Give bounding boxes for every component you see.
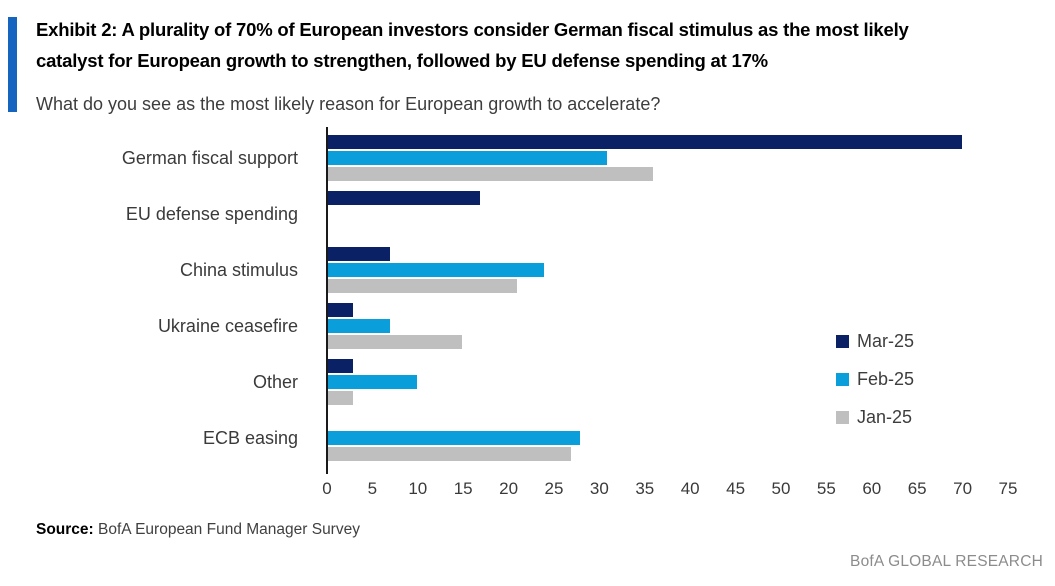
bar-feb-25-german-fiscal-support [327,150,609,166]
x-tick-5: 5 [367,479,378,498]
bar-jan-25-ecb-easing [327,446,573,462]
bar-jan-25-other [327,390,355,406]
bar-feb-25-ecb-easing [327,430,582,446]
source-text: BofA European Fund Manager Survey [93,521,360,538]
x-tick-35: 35 [635,479,655,498]
bar-jan-25-ukraine-ceasefire [327,334,464,350]
category-label-china-stimulus: China stimulus [179,260,298,280]
plot-area [327,128,1008,470]
x-tick-15: 15 [453,479,473,498]
bofa-global-research-label: BofA GLOBAL RESEARCH [850,553,1043,570]
bar-feb-25-ukraine-ceasefire [327,318,391,334]
legend: Mar-25 Feb-25 Jan-25 [836,329,914,443]
bar-jan-25-german-fiscal-support [327,166,654,182]
bar-mar-25-other [327,358,355,374]
category-label-ecb-easing: ECB easing [202,428,298,448]
legend-swatch-feb-25 [836,373,849,386]
x-tick-75: 75 [998,479,1018,498]
category-label-eu-defense-spending: EU defense spending [125,204,298,224]
legend-item-mar-25: Mar-25 [836,329,914,354]
exhibit-title-line-2: catalyst for European growth to strength… [36,50,768,71]
x-tick-30: 30 [589,479,609,498]
legend-label-mar-25: Mar-25 [857,331,915,351]
x-tick-0: 0 [322,479,332,498]
exhibit-title: Exhibit 2: A plurality of 70% of Europea… [36,14,1036,76]
category-label-other: Other [252,372,298,392]
bar-mar-25-china-stimulus [327,246,391,262]
legend-swatch-jan-25 [836,411,849,424]
category-label-ukraine-ceasefire: Ukraine ceasefire [157,316,298,336]
legend-swatch-mar-25 [836,335,849,348]
bar-feb-25-china-stimulus [327,262,545,278]
source-note: Source: BofA European Fund Manager Surve… [36,521,360,539]
legend-item-jan-25: Jan-25 [836,405,914,430]
x-axis-tick-labels: 0 5 10 15 20 25 30 35 40 45 50 55 60 65 70 75 [322,479,1017,501]
exhibit-title-line-1: Exhibit 2: A plurality of 70% of Europea… [36,19,909,40]
bar-jan-25-china-stimulus [327,278,518,294]
x-tick-20: 20 [499,479,519,498]
bar-mar-25-ukraine-ceasefire [327,302,355,318]
source-label: Source: [36,521,94,538]
legend-label-jan-25: Jan-25 [857,407,913,427]
x-tick-55: 55 [816,479,836,498]
exhibit-accent-bar [8,17,17,112]
x-tick-10: 10 [408,479,428,498]
y-axis-line [326,127,328,474]
x-tick-50: 50 [771,479,791,498]
bar-feb-25-other [327,374,418,390]
survey-question: What do you see as the most likely reaso… [36,94,661,114]
bar-mar-25-eu-defense-spending [327,190,482,206]
legend-label-feb-25: Feb-25 [857,369,915,389]
category-labels: German fiscal support EU defense spending… [0,128,312,470]
x-tick-40: 40 [680,479,700,498]
x-tick-45: 45 [726,479,746,498]
category-label-german-fiscal-support: German fiscal support [121,148,298,168]
legend-item-feb-25: Feb-25 [836,367,914,392]
x-tick-25: 25 [544,479,564,498]
bar-mar-25-german-fiscal-support [327,134,963,150]
x-tick-60: 60 [862,479,882,498]
x-tick-65: 65 [907,479,927,498]
x-tick-70: 70 [953,479,973,498]
